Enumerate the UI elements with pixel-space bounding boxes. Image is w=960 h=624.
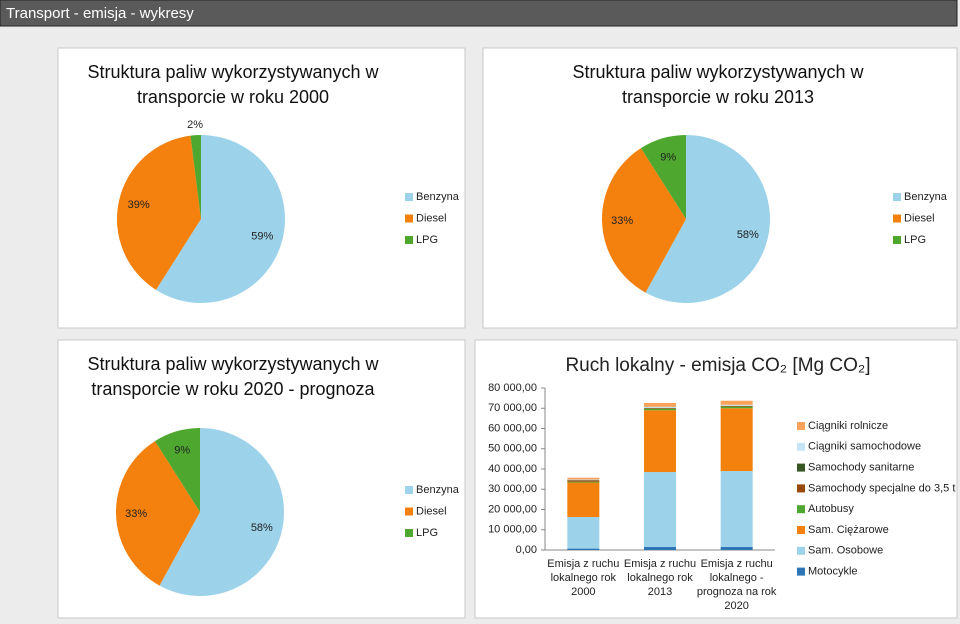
bar-segment — [644, 406, 676, 408]
legend-label: LPG — [904, 234, 926, 246]
data-label: 39% — [128, 199, 150, 211]
bar-segment — [720, 546, 753, 550]
legend-label: Benzyna — [904, 191, 948, 203]
legend-label: Samochody sanitarne — [808, 462, 914, 474]
bar-segment — [644, 402, 676, 407]
data-label: 58% — [251, 522, 273, 534]
bar-segment — [567, 516, 600, 549]
data-label: 9% — [174, 445, 190, 457]
x-tick-label: Emisja z ruchu lokalnego rok 2000 — [547, 558, 620, 598]
chart-title: Ruch lokalny - emisja CO₂ [Mg CO₂] — [565, 355, 870, 376]
bar-segment — [720, 400, 753, 405]
legend-swatch — [797, 422, 805, 430]
y-tick-label: 80 000,00 — [488, 382, 537, 394]
y-tick-label: 10 000,00 — [488, 524, 537, 536]
legend-label: Diesel — [416, 212, 447, 224]
bar-segment — [567, 481, 600, 483]
data-label: 2% — [187, 119, 203, 131]
legend-label: LPG — [416, 527, 438, 539]
bar-segment — [567, 548, 600, 550]
legend-swatch — [797, 546, 805, 555]
bar-segment — [567, 479, 600, 481]
pie-slice — [154, 428, 200, 512]
bar-segment — [644, 410, 676, 473]
y-tick-label: 60 000,00 — [488, 422, 537, 434]
pie-slice — [159, 428, 284, 596]
legend-label: LPG — [416, 234, 438, 246]
y-tick-label: 70 000,00 — [488, 402, 537, 414]
legend-swatch — [797, 463, 805, 472]
pie-slice — [117, 135, 201, 290]
legend-label: Diesel — [904, 212, 935, 224]
y-tick-label: 30 000,00 — [488, 483, 537, 495]
pie-slice — [190, 135, 201, 219]
data-label: 58% — [737, 229, 759, 241]
bar-segment — [720, 406, 753, 407]
legend-swatch — [893, 193, 901, 201]
legend-swatch — [893, 236, 901, 244]
legend-label: Samochody specjalne do 3,5 t — [808, 482, 955, 494]
legend-label: Ciągniki rolnicze — [808, 420, 888, 432]
y-tick-label: 20 000,00 — [488, 503, 537, 515]
legend-label: Autobusy — [808, 503, 854, 515]
legend-label: Sam. Osobowe — [808, 545, 883, 557]
bar-segment — [644, 408, 676, 411]
legend-swatch — [797, 484, 805, 493]
y-tick-label: 0,00 — [516, 544, 537, 556]
legend-swatch — [893, 214, 901, 223]
bar-segment — [567, 480, 600, 482]
y-tick-label: 40 000,00 — [488, 463, 537, 475]
pie-slice — [640, 135, 686, 219]
bar-segment — [644, 472, 676, 547]
bar-segment — [720, 408, 753, 472]
chart-title: Struktura paliw wykorzystywanych w trans… — [87, 62, 379, 107]
data-label: 33% — [611, 215, 633, 227]
legend-swatch — [797, 567, 805, 576]
x-tick-label: Emisja z ruchu lokalnego rok 2013 — [623, 558, 697, 598]
bar-segment — [720, 471, 753, 547]
legend-label: Benzyna — [416, 191, 460, 203]
legend-swatch — [405, 236, 413, 244]
legend-swatch — [405, 214, 413, 223]
pie-slice — [645, 135, 770, 303]
bar-segment — [720, 404, 753, 406]
bar-segment — [644, 408, 676, 409]
legend-swatch — [405, 486, 413, 494]
legend-swatch — [797, 442, 805, 451]
bar-segment — [644, 546, 676, 550]
legend-label: Ciągniki samochodowe — [808, 441, 921, 453]
legend-swatch — [797, 526, 805, 534]
pie-slice — [116, 441, 200, 586]
chart-panel — [474, 339, 958, 619]
legend-label: Diesel — [416, 505, 447, 517]
pie-slice — [602, 148, 686, 293]
x-tick-label: Emisja z ruchu lokalnego - prognoza na r… — [696, 558, 777, 612]
data-label: 9% — [660, 152, 676, 164]
legend-label: Sam. Ciężarowe — [808, 524, 889, 536]
bar-segment — [567, 477, 600, 480]
chart-title: Struktura paliw wykorzystywanych w trans… — [572, 62, 864, 107]
legend-swatch — [405, 507, 413, 516]
header-bar — [0, 0, 958, 27]
bar-segment — [720, 406, 753, 409]
chart-title: Struktura paliw wykorzystywanych w trans… — [87, 354, 379, 399]
legend-swatch — [405, 529, 413, 537]
y-tick-label: 50 000,00 — [488, 443, 537, 455]
legend-swatch — [405, 193, 413, 201]
data-label: 33% — [125, 508, 147, 520]
header-title: Transport - emisja - wykresy — [6, 5, 194, 22]
bar-segment — [567, 482, 600, 517]
pie-slice — [155, 135, 285, 303]
data-label: 59% — [251, 231, 273, 243]
legend-label: Motocykle — [808, 566, 858, 578]
legend-swatch — [797, 505, 805, 514]
legend-label: Benzyna — [416, 484, 460, 496]
